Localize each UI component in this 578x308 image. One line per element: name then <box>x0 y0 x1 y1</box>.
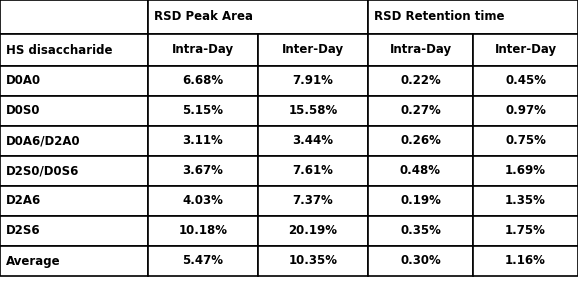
Text: 0.27%: 0.27% <box>400 104 441 117</box>
Text: D2S0/D0S6: D2S0/D0S6 <box>6 164 79 177</box>
Text: D2A6: D2A6 <box>6 194 41 208</box>
Bar <box>473 126 578 156</box>
Text: 0.97%: 0.97% <box>505 104 546 117</box>
Text: 1.35%: 1.35% <box>505 194 546 208</box>
Bar <box>473 186 578 216</box>
Text: 3.11%: 3.11% <box>183 135 223 148</box>
Bar <box>368 0 578 34</box>
Bar <box>0 126 148 156</box>
Bar <box>258 96 368 126</box>
Text: 0.45%: 0.45% <box>505 75 546 87</box>
Bar <box>148 0 368 34</box>
Bar <box>0 0 148 34</box>
Text: 0.75%: 0.75% <box>505 135 546 148</box>
Text: D0A6/D2A0: D0A6/D2A0 <box>6 135 80 148</box>
Bar <box>258 216 368 246</box>
Bar <box>148 156 258 186</box>
Text: 6.68%: 6.68% <box>183 75 224 87</box>
Bar <box>368 186 473 216</box>
Bar <box>473 246 578 276</box>
Bar <box>0 96 148 126</box>
Text: Inter-Day: Inter-Day <box>494 43 557 56</box>
Bar <box>258 246 368 276</box>
Text: 15.58%: 15.58% <box>288 104 338 117</box>
Bar <box>148 246 258 276</box>
Text: Inter-Day: Inter-Day <box>282 43 344 56</box>
Text: 7.61%: 7.61% <box>292 164 334 177</box>
Bar <box>0 246 148 276</box>
Text: 3.67%: 3.67% <box>183 164 224 177</box>
Bar <box>148 66 258 96</box>
Bar <box>368 66 473 96</box>
Text: 0.26%: 0.26% <box>400 135 441 148</box>
Text: Intra-Day: Intra-Day <box>172 43 234 56</box>
Bar <box>148 34 258 66</box>
Bar <box>368 96 473 126</box>
Bar <box>473 66 578 96</box>
Bar <box>368 216 473 246</box>
Bar <box>368 126 473 156</box>
Bar <box>258 34 368 66</box>
Bar <box>148 126 258 156</box>
Text: 7.37%: 7.37% <box>292 194 334 208</box>
Text: Average: Average <box>6 254 61 268</box>
Text: 5.47%: 5.47% <box>183 254 224 268</box>
Bar <box>473 96 578 126</box>
Text: 10.18%: 10.18% <box>179 225 228 237</box>
Text: 20.19%: 20.19% <box>288 225 338 237</box>
Bar <box>368 246 473 276</box>
Bar <box>0 156 148 186</box>
Bar <box>473 156 578 186</box>
Bar <box>0 216 148 246</box>
Bar <box>368 34 473 66</box>
Text: D2S6: D2S6 <box>6 225 40 237</box>
Text: 0.19%: 0.19% <box>400 194 441 208</box>
Bar <box>258 186 368 216</box>
Bar <box>0 66 148 96</box>
Text: 1.75%: 1.75% <box>505 225 546 237</box>
Text: RSD Retention time: RSD Retention time <box>374 10 505 23</box>
Text: 5.15%: 5.15% <box>183 104 224 117</box>
Text: 7.91%: 7.91% <box>292 75 334 87</box>
Text: 0.30%: 0.30% <box>400 254 441 268</box>
Text: HS disaccharide: HS disaccharide <box>6 43 113 56</box>
Bar <box>148 216 258 246</box>
Bar <box>368 156 473 186</box>
Bar <box>258 66 368 96</box>
Text: 4.03%: 4.03% <box>183 194 224 208</box>
Text: 3.44%: 3.44% <box>292 135 334 148</box>
Bar <box>258 156 368 186</box>
Bar <box>473 216 578 246</box>
Bar <box>148 96 258 126</box>
Text: D0S0: D0S0 <box>6 104 40 117</box>
Text: 1.69%: 1.69% <box>505 164 546 177</box>
Bar <box>258 126 368 156</box>
Text: 0.22%: 0.22% <box>400 75 441 87</box>
Text: 1.16%: 1.16% <box>505 254 546 268</box>
Text: Intra-Day: Intra-Day <box>390 43 451 56</box>
Text: 0.48%: 0.48% <box>400 164 441 177</box>
Text: RSD Peak Area: RSD Peak Area <box>154 10 253 23</box>
Text: 0.35%: 0.35% <box>400 225 441 237</box>
Bar <box>473 34 578 66</box>
Bar <box>0 186 148 216</box>
Text: D0A0: D0A0 <box>6 75 41 87</box>
Bar <box>148 186 258 216</box>
Text: 10.35%: 10.35% <box>288 254 338 268</box>
Bar <box>0 34 148 66</box>
